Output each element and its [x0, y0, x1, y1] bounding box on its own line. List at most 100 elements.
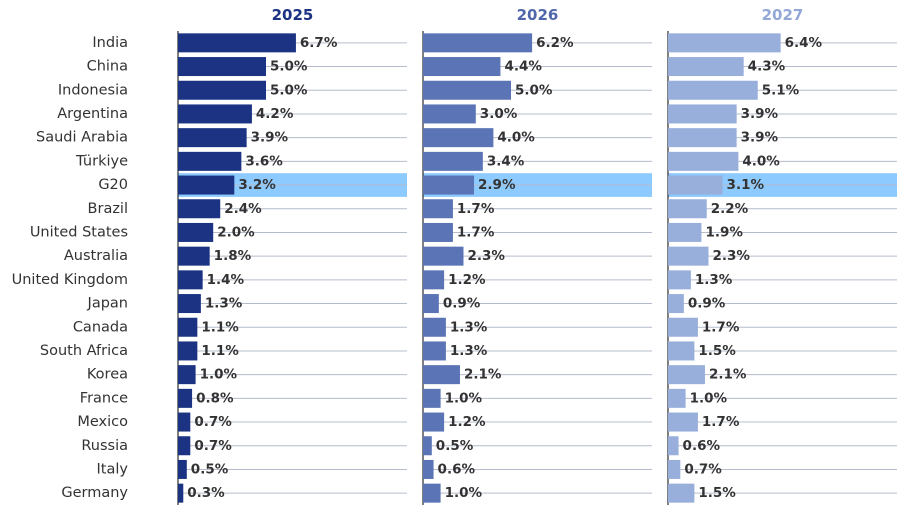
bar-2026-france [423, 388, 441, 408]
data-label-2025-united-kingdom: 1.4% [207, 272, 245, 288]
bar-2025-brazil [178, 199, 221, 219]
data-label-2027-united-states: 1.9% [705, 224, 743, 240]
data-label-2026-china: 4.4% [504, 59, 542, 75]
data-label-2027-italy: 0.7% [684, 461, 722, 477]
data-label-2025-south-africa: 1.1% [201, 343, 239, 359]
bar-2026-south-africa [423, 341, 446, 361]
data-label-2026-g20: 2.9% [478, 177, 516, 193]
bar-2025-united-states [178, 222, 214, 242]
bar-2027-indonesia [668, 80, 758, 100]
bar-2027-g20 [668, 175, 723, 195]
bar-2026-g20 [423, 175, 475, 195]
data-label-2026-saudi-arabia: 4.0% [497, 130, 535, 146]
bar-2026-italy [423, 459, 434, 479]
data-label-2026-brazil: 1.7% [457, 201, 495, 217]
data-label-2027-france: 1.0% [690, 390, 728, 406]
bar-2025-saudi-arabia [178, 128, 247, 148]
data-label-2025-united-states: 2.0% [217, 224, 255, 240]
data-label-2026-italy: 0.6% [438, 461, 476, 477]
bar-2026-russia [423, 436, 432, 456]
data-label-2025-g20: 3.2% [238, 177, 276, 193]
data-label-2025-saudi-arabia: 3.9% [251, 130, 289, 146]
data-label-2025-india: 6.7% [300, 35, 338, 51]
data-label-2026-india: 6.2% [536, 35, 574, 51]
category-label-g20: G20 [98, 177, 128, 193]
bar-2026-india [423, 33, 533, 53]
data-label-2025-indonesia: 5.0% [270, 82, 308, 98]
data-label-2026-south-africa: 1.3% [450, 343, 488, 359]
data-label-2027-india: 6.4% [785, 35, 823, 51]
bar-2026-mexico [423, 412, 445, 432]
data-label-2026-turkiye: 3.4% [487, 153, 525, 169]
category-label-canada: Canada [73, 319, 128, 335]
bar-2026-brazil [423, 199, 453, 219]
data-label-2026-mexico: 1.2% [448, 414, 486, 430]
bar-2026-australia [423, 246, 464, 266]
bar-2027-india [668, 33, 781, 53]
data-label-2026-indonesia: 5.0% [515, 82, 553, 98]
panel-2026: 2026 6.2% 4.4% 5.0% 3.0% 4.0% 3.4% 2.9% 1.7% 1.7%… [422, 6, 652, 505]
data-label-2027-argentina: 3.9% [741, 106, 779, 122]
data-label-2025-turkiye: 3.6% [245, 153, 283, 169]
panel-title-2025: 2025 [272, 6, 314, 24]
bar-2027-italy [668, 459, 681, 479]
data-label-2025-russia: 0.7% [194, 438, 232, 454]
bar-2025-japan [178, 294, 201, 314]
bar-2026-argentina [423, 104, 476, 124]
panel-title-2026: 2026 [517, 6, 559, 24]
category-label-united-kingdom: United Kingdom [12, 272, 128, 288]
data-label-2027-canada: 1.7% [702, 319, 740, 335]
bar-2025-canada [178, 317, 198, 337]
bar-2025-indonesia [178, 80, 266, 100]
data-label-2027-australia: 2.3% [712, 248, 750, 264]
bar-2026-indonesia [423, 80, 511, 100]
bar-2027-france [668, 388, 686, 408]
category-label-south-africa: South Africa [40, 343, 128, 359]
data-label-2027-g20: 3.1% [727, 177, 765, 193]
data-label-2026-canada: 1.3% [450, 319, 488, 335]
bar-2027-argentina [668, 104, 737, 124]
bar-2027-russia [668, 436, 679, 456]
category-label-china: China [87, 59, 128, 75]
bar-2027-saudi-arabia [668, 128, 737, 148]
panel-2027: 2027 6.4% 4.3% 5.1% 3.9% 3.9% 4.0% 3.1% 2.2% 1.9%… [667, 6, 897, 505]
bar-2026-canada [423, 317, 446, 337]
data-label-2026-united-states: 1.7% [457, 224, 495, 240]
data-label-2027-russia: 0.6% [683, 438, 721, 454]
category-label-japan: Japan [87, 296, 128, 312]
data-label-2027-united-kingdom: 1.3% [695, 272, 733, 288]
data-label-2027-south-africa: 1.5% [698, 343, 736, 359]
bar-2027-united-states [668, 222, 702, 242]
data-label-2025-china: 5.0% [270, 59, 308, 75]
category-label-germany: Germany [61, 485, 128, 501]
category-label-russia: Russia [81, 438, 128, 454]
category-label-india: India [92, 35, 128, 51]
bar-2027-australia [668, 246, 709, 266]
bar-2027-canada [668, 317, 698, 337]
data-label-2025-korea: 1.0% [200, 367, 238, 383]
data-label-2027-china: 4.3% [748, 59, 786, 75]
data-label-2025-france: 0.8% [196, 390, 234, 406]
data-label-2025-australia: 1.8% [214, 248, 252, 264]
bar-2027-south-africa [668, 341, 695, 361]
bar-2027-brazil [668, 199, 707, 219]
category-label-italy: Italy [97, 461, 129, 477]
data-label-2025-japan: 1.3% [205, 296, 243, 312]
bar-2025-india [178, 33, 296, 53]
bar-2025-australia [178, 246, 210, 266]
data-label-2025-italy: 0.5% [191, 461, 229, 477]
bar-2027-mexico [668, 412, 698, 432]
data-label-2025-argentina: 4.2% [256, 106, 294, 122]
category-label-saudi-arabia: Saudi Arabia [36, 130, 128, 146]
bar-2025-italy [178, 459, 187, 479]
data-label-2026-australia: 2.3% [467, 248, 505, 264]
bar-2025-united-kingdom [178, 270, 203, 290]
bar-2025-france [178, 388, 193, 408]
data-label-2026-russia: 0.5% [436, 438, 474, 454]
bar-2026-china [423, 57, 501, 77]
category-label-france: France [80, 390, 128, 406]
data-label-2027-germany: 1.5% [698, 485, 736, 501]
bar-2025-g20 [178, 175, 235, 195]
bar-2025-turkiye [178, 151, 242, 171]
